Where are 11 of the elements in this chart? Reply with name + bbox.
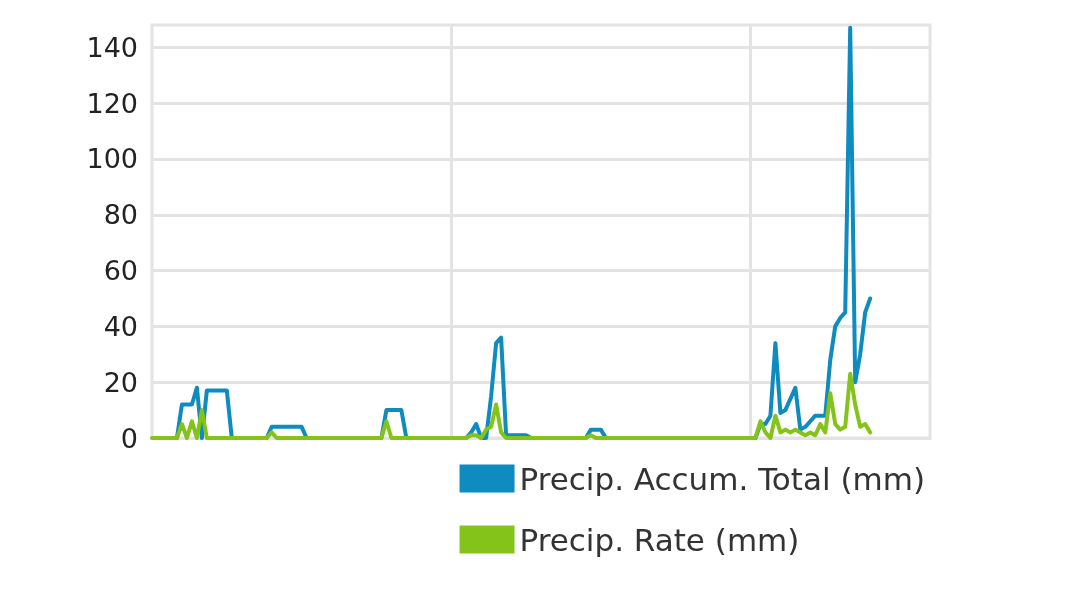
y-tick-label: 60 [103,255,138,287]
y-tick-label: 0 [120,422,138,454]
legend-label: Precip. Rate (mm) [519,521,800,558]
y-tick-label: 140 [86,31,138,63]
y-tick-label: 120 [86,87,138,119]
y-tick-label: 100 [86,143,138,175]
line-series [150,371,873,440]
y-tick-label: 80 [103,199,138,231]
legend-label: Precip. Accum. Total (mm) [519,460,925,497]
y-tick-label: 20 [103,366,138,398]
y-tick-label: 40 [103,310,138,342]
